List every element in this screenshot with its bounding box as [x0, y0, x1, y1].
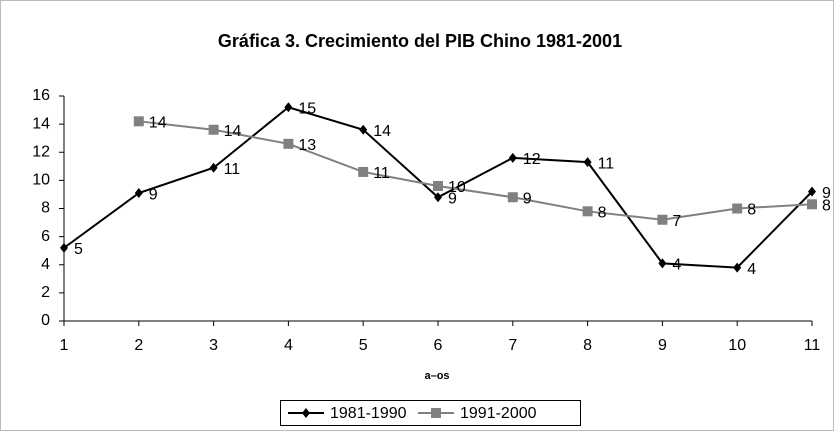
data-point: [284, 102, 293, 113]
y-tick-label: 14: [32, 115, 50, 132]
x-tick-label: 3: [209, 337, 218, 354]
y-tick-label: 6: [41, 228, 50, 245]
data-label: 5: [74, 241, 83, 258]
data-label: 8: [598, 205, 607, 222]
legend-label: 1991-2000: [460, 405, 537, 422]
x-tick-label: 5: [359, 337, 368, 354]
x-tick-label: 9: [658, 337, 667, 354]
data-label: 4: [747, 261, 756, 278]
legend-marker: [431, 408, 441, 418]
y-tick-label: 2: [41, 284, 50, 301]
legend-label: 1981-1990: [330, 405, 407, 422]
data-label: 4: [672, 257, 681, 274]
data-point: [434, 192, 442, 203]
data-label: 9: [822, 185, 831, 202]
legend-marker: [302, 408, 310, 418]
data-label: 8: [822, 198, 831, 215]
data-label: 9: [149, 186, 158, 203]
data-label: 14: [373, 123, 391, 140]
data-point: [582, 206, 593, 217]
data-point: [583, 157, 592, 168]
data-point: [133, 116, 144, 127]
data-label: 11: [224, 161, 241, 178]
x-tick-label: 2: [134, 337, 143, 354]
data-label: 11: [373, 165, 390, 182]
y-tick-label: 0: [41, 312, 50, 329]
data-label: 15: [298, 100, 316, 117]
x-tick-label: 6: [434, 337, 443, 354]
data-point: [358, 166, 369, 177]
data-point: [732, 203, 743, 214]
data-label: 8: [747, 202, 756, 219]
data-point: [658, 258, 667, 269]
y-tick-label: 12: [32, 143, 50, 160]
data-label: 12: [523, 151, 541, 168]
data-point: [283, 138, 294, 149]
x-tick-label: 10: [728, 337, 746, 354]
y-tick-label: 10: [32, 172, 50, 189]
data-point: [733, 262, 742, 273]
data-point: [208, 124, 219, 135]
data-label: 14: [149, 115, 167, 132]
chart-title: Gráfica 3. Crecimiento del PIB Chino 198…: [218, 31, 622, 51]
data-label: 13: [298, 137, 316, 154]
data-point: [60, 242, 68, 253]
data-point: [507, 192, 518, 203]
data-point: [807, 199, 817, 210]
data-point: [657, 214, 668, 225]
data-label: 11: [598, 155, 615, 172]
x-tick-label: 11: [804, 337, 821, 354]
data-label: 10: [448, 179, 466, 196]
x-tick-label: 4: [284, 337, 293, 354]
x-axis-label: a–os: [424, 370, 449, 382]
data-point: [209, 162, 218, 173]
data-point: [359, 124, 368, 135]
data-label: 9: [448, 190, 457, 207]
data-point: [433, 181, 443, 191]
data-point: [808, 186, 816, 197]
data-point: [134, 188, 143, 199]
data-point: [508, 152, 517, 163]
series-line: [138, 120, 813, 221]
y-tick-label: 4: [41, 256, 50, 273]
y-tick-label: 8: [41, 200, 50, 217]
x-tick-label: 1: [60, 337, 69, 354]
data-label: 7: [672, 213, 681, 230]
x-tick-label: 7: [508, 337, 517, 354]
y-tick-label: 16: [32, 87, 50, 104]
data-label: 9: [523, 190, 532, 207]
data-label: 14: [224, 123, 242, 140]
x-tick-label: 8: [583, 337, 592, 354]
